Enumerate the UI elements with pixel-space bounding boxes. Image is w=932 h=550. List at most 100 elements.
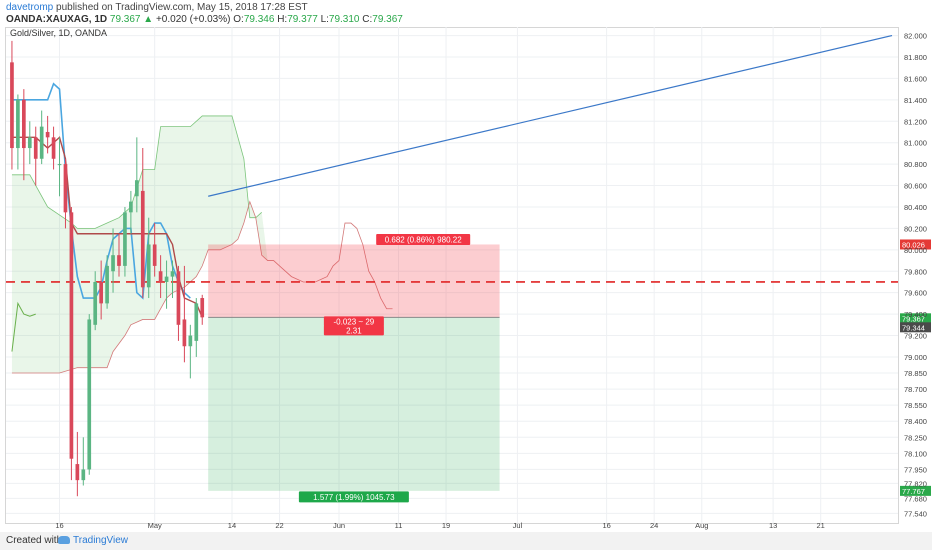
candle-body	[123, 212, 127, 266]
ichimoku-cloud-fill	[11, 115, 268, 374]
candle-body	[134, 180, 139, 197]
change-arrow-icon: ▲	[143, 14, 154, 25]
price-tag-red: 80.026	[902, 240, 925, 249]
lagging-span	[11, 301, 36, 352]
candle-body	[146, 244, 151, 288]
candle-body	[27, 137, 32, 149]
y-tick-label: 81.000	[904, 139, 927, 148]
candle-body	[194, 303, 199, 341]
candle-body	[51, 137, 56, 159]
stop-badge: 0.682 (0.86%) 980.22	[385, 235, 462, 244]
tradingview-link[interactable]: TradingView	[58, 535, 128, 546]
x-tick-label: May	[148, 521, 162, 530]
x-tick-label: 16	[602, 521, 610, 530]
price-tag-green-top: 79.367	[902, 314, 925, 323]
y-tick-label: 79.800	[904, 267, 927, 276]
x-tick-label: 11	[395, 521, 403, 530]
candle-body	[10, 62, 14, 149]
candle-body	[16, 99, 20, 149]
y-tick-label: 78.550	[904, 401, 927, 410]
y-tick-label: 80.400	[904, 203, 927, 212]
target-badge: 1.577 (1.99%) 1045.73	[313, 493, 395, 502]
candle-body	[152, 244, 157, 266]
candle-body	[33, 137, 38, 159]
x-tick-label: 21	[817, 521, 825, 530]
close-value: 79.367	[372, 14, 403, 25]
last-price: 79.367	[109, 14, 141, 25]
entry-badge: -0.023 ~ 29	[334, 317, 375, 326]
publish-info: published on TradingView.com, May 15, 20…	[53, 2, 308, 13]
y-tick-label: 79.600	[904, 289, 927, 298]
x-tick-label: 19	[442, 521, 450, 530]
y-tick-label: 80.000	[904, 246, 927, 255]
y-tick-label: 77.540	[904, 509, 927, 518]
x-tick-label: 14	[228, 521, 236, 530]
ohlc-line: OANDA:XAUXAG, 1D 79.367 ▲ +0.020 (+0.03%…	[6, 14, 403, 25]
target-badge-bg	[298, 491, 409, 503]
candle-body	[140, 190, 145, 288]
tradingview-brand: TradingView	[73, 535, 129, 546]
y-tick-label: 81.600	[904, 74, 927, 83]
y-tick-label: 82.000	[904, 32, 927, 41]
candle-body	[81, 469, 86, 481]
price-tag-green-bottom: 77.767	[902, 487, 925, 496]
candle-body	[93, 281, 98, 325]
candle-body	[57, 164, 62, 166]
high-label: H:	[277, 14, 288, 25]
risk-zone	[208, 244, 500, 318]
x-tick-label: Jul	[513, 521, 523, 530]
x-tick-label: Jun	[333, 521, 345, 530]
candle-body	[176, 271, 181, 325]
y-tick-label: 78.400	[904, 417, 927, 426]
candle-body	[200, 298, 205, 318]
reward-zone	[208, 317, 500, 491]
open-label: O:	[233, 14, 244, 25]
y-tick-label: 78.250	[904, 433, 927, 442]
x-tick-label: 24	[650, 521, 658, 530]
price-tag-dark-bg	[900, 322, 931, 333]
y-tick-label: 78.700	[904, 385, 927, 394]
candle-body	[170, 271, 175, 277]
price-tag-dark: 79.344	[902, 323, 925, 332]
x-tick-label: 22	[275, 521, 283, 530]
candle-body	[164, 276, 169, 282]
x-tick-label: 13	[769, 521, 777, 530]
y-tick-label: 77.950	[904, 465, 927, 474]
low-label: L:	[320, 14, 329, 25]
x-tick-label: 16	[55, 521, 63, 530]
publish-line: davetromp published on TradingView.com, …	[6, 2, 308, 13]
y-tick-label: 80.800	[904, 160, 927, 169]
author-link[interactable]: davetromp	[6, 2, 54, 13]
entry-badge-2: 2.31	[346, 326, 362, 335]
candle-body	[129, 201, 133, 213]
y-tick-label: 79.200	[904, 332, 927, 341]
created-with-label: Created with	[6, 535, 63, 546]
tradingview-logo-icon	[58, 536, 70, 545]
y-tick-label: 78.100	[904, 449, 927, 458]
open-value: 79.346	[243, 14, 275, 25]
candle-body	[75, 464, 80, 481]
cloud-top-line	[11, 115, 262, 229]
price-tag-red-bg	[900, 239, 931, 250]
candle-body	[117, 255, 121, 266]
chart-title: Gold/Silver, 1D, OANDA	[10, 28, 107, 38]
candle-body	[182, 319, 187, 347]
candle-body	[188, 335, 193, 347]
y-tick-label: 80.600	[904, 182, 927, 191]
candle-body	[45, 131, 50, 138]
entry-badge-bg	[323, 316, 384, 327]
y-tick-label: 79.000	[904, 353, 927, 362]
trend-line	[208, 34, 893, 197]
price-tag-green-bottom-bg	[900, 485, 931, 496]
high-value: 79.377	[287, 14, 318, 25]
candle-body	[111, 255, 115, 272]
candle-body	[39, 126, 44, 159]
low-value: 79.310	[328, 14, 360, 25]
y-tick-label: 81.200	[904, 117, 927, 126]
candle-body	[105, 265, 109, 304]
symbol-label: OANDA:XAUXAG, 1D	[6, 14, 108, 25]
candle-body	[21, 99, 26, 149]
y-tick-label: 80.200	[904, 224, 927, 233]
chart-frame	[5, 27, 899, 524]
